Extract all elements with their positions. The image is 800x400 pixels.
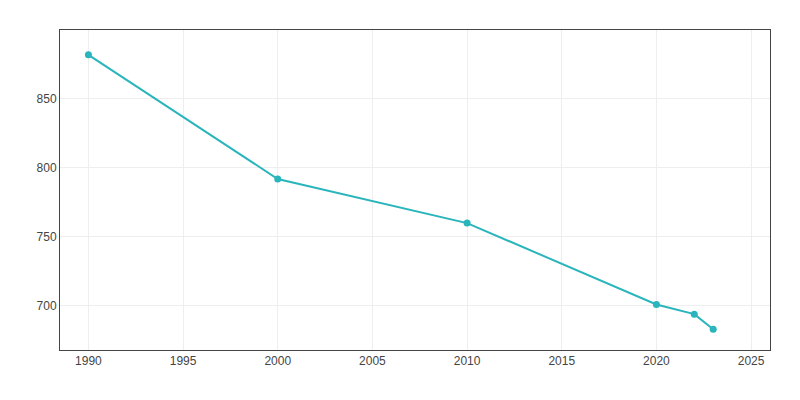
svg-text:800: 800: [37, 161, 57, 175]
svg-text:700: 700: [37, 299, 57, 313]
svg-text:2010: 2010: [454, 354, 481, 368]
svg-text:750: 750: [37, 230, 57, 244]
svg-text:2020: 2020: [643, 354, 670, 368]
svg-text:2025: 2025: [738, 354, 765, 368]
svg-text:2005: 2005: [359, 354, 386, 368]
svg-text:1990: 1990: [75, 354, 102, 368]
svg-text:1995: 1995: [170, 354, 197, 368]
svg-text:2000: 2000: [264, 354, 291, 368]
svg-text:2015: 2015: [548, 354, 575, 368]
svg-text:850: 850: [37, 92, 57, 106]
